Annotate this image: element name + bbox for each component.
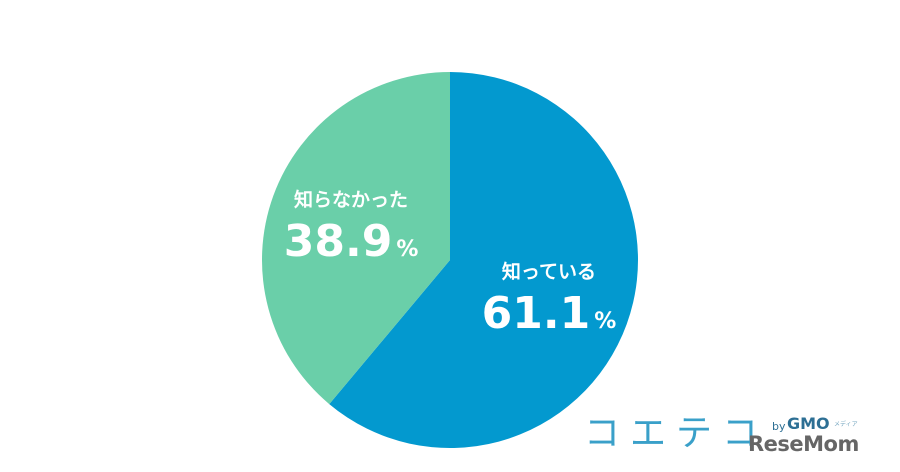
slice-value-1: 38.9% (284, 216, 419, 267)
brand-logo: コエテコ by GMO メディア ReseMom (584, 398, 884, 462)
brand-by: by (772, 420, 786, 433)
slice-value-0: 61.1% (482, 288, 617, 339)
pie-slice-0 (329, 72, 639, 448)
brand-name: コエテコ (584, 413, 769, 454)
slice-label-0: 知っている (502, 260, 596, 283)
slice-label-1: 知らなかった (294, 188, 408, 211)
brand-sub: メディア (834, 421, 858, 428)
pie-slice-1 (262, 71, 450, 405)
resemom-watermark: ReseMom (748, 432, 859, 456)
brand-gmo: GMO (787, 414, 830, 433)
